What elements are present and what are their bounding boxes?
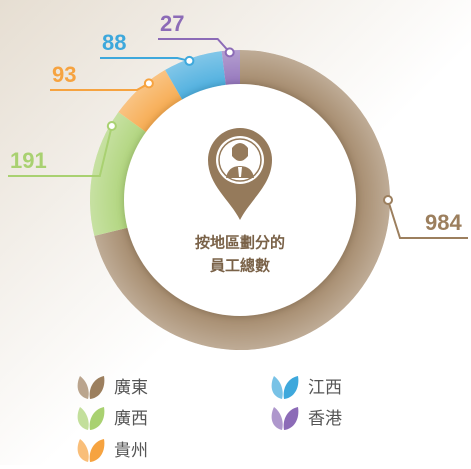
leaf [89, 439, 105, 462]
data-label: 984 [425, 210, 462, 235]
leaf [271, 376, 283, 399]
center-label: 按地區劃分的 [195, 234, 285, 252]
leaf [271, 407, 283, 430]
leaf [283, 407, 299, 430]
leaf [89, 376, 105, 399]
legend-label: 江西 [308, 378, 342, 398]
legend-icon [77, 407, 105, 430]
leader-dot [143, 78, 154, 89]
leaf [77, 407, 89, 430]
legend-icon [77, 376, 105, 399]
leader-line [387, 199, 468, 239]
leader-dot [184, 55, 195, 66]
leader-dot [106, 121, 117, 131]
leaf [283, 376, 299, 399]
data-label: 93 [52, 62, 76, 87]
data-label: 191 [10, 148, 47, 173]
legend-label: 貴州 [114, 441, 148, 461]
data-label: 27 [160, 11, 184, 36]
leader-dot [224, 47, 235, 58]
leaf [77, 439, 89, 462]
leader-dot [383, 195, 393, 205]
leader-line [158, 38, 231, 54]
legend-icon [271, 376, 299, 399]
data-label: 88 [102, 30, 126, 55]
legend-label: 廣東 [114, 378, 148, 398]
center-label: 員工總數 [209, 257, 270, 275]
legend-label: 廣西 [114, 409, 148, 429]
leader-line [8, 125, 113, 177]
leaf [77, 376, 89, 399]
legend-label: 香港 [308, 409, 342, 429]
leaf [89, 407, 105, 430]
pin-icon [208, 128, 272, 220]
legend-icon [77, 439, 105, 462]
legend-icon [271, 407, 299, 430]
